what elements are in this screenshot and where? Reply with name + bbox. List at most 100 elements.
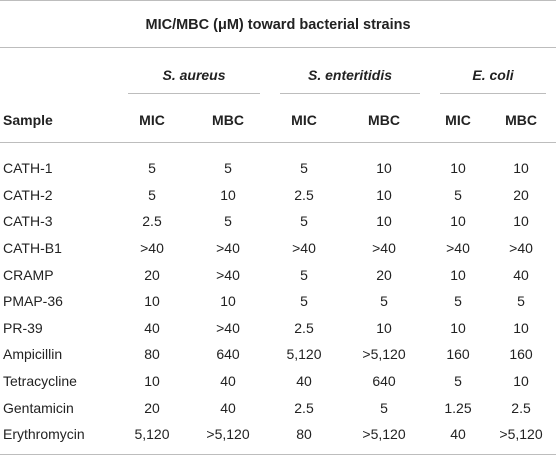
mic-value-cell: 80 xyxy=(270,420,338,455)
mbc-value-cell: 5 xyxy=(224,160,232,177)
mbc-value-cell: 5 xyxy=(380,293,388,310)
mbc-value-cell: 40 xyxy=(220,373,236,390)
mic-value-cell: 160 xyxy=(446,346,470,363)
mbc-value-cell: 10 xyxy=(513,160,529,177)
mic-value-cell: 5,120 xyxy=(286,346,322,363)
sample-cell: CATH-3 xyxy=(3,213,53,230)
group-header-e-coli: E. coli xyxy=(430,48,556,103)
group-label: S. aureus xyxy=(128,61,260,94)
table-row: CATH-B1 >40 >40 >40 >40 >40 >40 xyxy=(0,235,556,262)
mic-value-cell: 5 xyxy=(454,373,462,390)
mic-value-cell: 40 xyxy=(144,319,160,336)
mic-value-cell: 5 xyxy=(300,266,308,283)
table-row: CATH-3 2.5 5 5 10 10 10 xyxy=(0,208,556,235)
mbc-value-cell: >5,120 xyxy=(338,420,430,455)
mic-value-cell: 5 xyxy=(300,213,308,230)
mic-value-cell: 2.5 xyxy=(294,319,314,336)
mic-value-cell: 10 xyxy=(450,213,466,230)
mic-value-cell: 40 xyxy=(430,420,486,455)
mbc-value-cell: 2.5 xyxy=(511,399,531,416)
table-title: MIC/MBC (μM) toward bacterial strains xyxy=(0,0,556,48)
mic-value-cell: 2.5 xyxy=(294,186,314,203)
mbc-value-cell: 10 xyxy=(376,160,392,177)
column-header-row: Sample MIC MBC MIC MBC MIC MBC xyxy=(0,102,556,143)
mbc-value-cell: 10 xyxy=(220,293,236,310)
table-row: PR-39 40 >40 2.5 10 10 10 xyxy=(0,315,556,342)
mbc-value-cell: 640 xyxy=(372,373,396,390)
table-row: CATH-1 5 5 5 10 10 10 xyxy=(0,143,556,182)
mbc-value-cell: 5 xyxy=(380,399,388,416)
sample-cell: CATH-1 xyxy=(3,160,53,177)
mbc-value-cell: 40 xyxy=(220,399,236,416)
table-row: Tetracycline 10 40 40 640 5 10 xyxy=(0,368,556,395)
mbc-value-cell: 5 xyxy=(224,213,232,230)
mic-value-cell: 5 xyxy=(454,186,462,203)
mbc-value-cell: 5 xyxy=(517,293,525,310)
table-row: CRAMP 20 >40 5 20 10 40 xyxy=(0,261,556,288)
group-header-s-enteritidis: S. enteritidis xyxy=(270,48,430,103)
column-header-sample: Sample xyxy=(0,102,118,143)
mic-value-cell: 5 xyxy=(148,160,156,177)
table-row: Ampicillin 80 640 5,120 >5,120 160 160 xyxy=(0,341,556,368)
group-label: E. coli xyxy=(440,61,547,94)
sample-cell: Ampicillin xyxy=(3,346,63,363)
table-row: Gentamicin 20 40 2.5 5 1.25 2.5 xyxy=(0,394,556,421)
mic-value-cell: 2.5 xyxy=(294,399,314,416)
sample-cell: Gentamicin xyxy=(3,399,74,416)
mbc-value-cell: 10 xyxy=(376,213,392,230)
sample-cell: Tetracycline xyxy=(3,373,77,390)
group-spacer xyxy=(0,48,118,103)
mbc-value-cell: >5,120 xyxy=(186,420,270,455)
mbc-value-cell: 20 xyxy=(513,186,529,203)
title-row: MIC/MBC (μM) toward bacterial strains xyxy=(0,0,556,48)
column-header-mbc: MBC xyxy=(186,102,270,143)
sample-cell: CATH-2 xyxy=(3,186,53,203)
group-header-row: S. aureus S. enteritidis E. coli xyxy=(0,48,556,103)
mbc-value-cell: >40 xyxy=(216,319,240,336)
mic-value-cell: 10 xyxy=(450,319,466,336)
mbc-value-cell: >40 xyxy=(216,240,240,257)
column-header-mbc: MBC xyxy=(486,102,556,143)
column-header-mic: MIC xyxy=(118,102,186,143)
mbc-value-cell: 20 xyxy=(376,266,392,283)
mic-value-cell: 20 xyxy=(144,266,160,283)
sample-cell: CATH-B1 xyxy=(3,240,62,257)
mic-value-cell: 5 xyxy=(148,186,156,203)
sample-cell: CRAMP xyxy=(3,266,54,283)
mic-value-cell: 5 xyxy=(454,293,462,310)
mbc-value-cell: 10 xyxy=(376,186,392,203)
mbc-value-cell: 160 xyxy=(509,346,533,363)
mbc-value-cell: >40 xyxy=(372,240,396,257)
table-row: PMAP-36 10 10 5 5 5 5 xyxy=(0,288,556,315)
mbc-value-cell: 10 xyxy=(220,186,236,203)
table-row: Erythromycin 5,120 >5,120 80 >5,120 40 >5,120 xyxy=(0,420,556,455)
group-label: S. enteritidis xyxy=(280,61,420,94)
mic-value-cell: 2.5 xyxy=(142,213,162,230)
mbc-value-cell: 40 xyxy=(513,266,529,283)
mbc-value-cell: 10 xyxy=(513,319,529,336)
mic-value-cell: 20 xyxy=(144,399,160,416)
sample-cell: PMAP-36 xyxy=(3,293,63,310)
mic-value-cell: 10 xyxy=(144,293,160,310)
mbc-value-cell: 10 xyxy=(513,373,529,390)
mic-value-cell: 40 xyxy=(296,373,312,390)
mbc-value-cell: >5,120 xyxy=(362,346,406,363)
column-header-mic: MIC xyxy=(270,102,338,143)
mic-value-cell: 5,120 xyxy=(118,420,186,455)
mbc-value-cell: 640 xyxy=(216,346,240,363)
mic-value-cell: 10 xyxy=(144,373,160,390)
table-row: CATH-2 5 10 2.5 10 5 20 xyxy=(0,182,556,209)
mic-value-cell: 10 xyxy=(450,160,466,177)
mic-value-cell: 10 xyxy=(450,266,466,283)
mbc-value-cell: >40 xyxy=(509,240,533,257)
column-header-mbc: MBC xyxy=(338,102,430,143)
sample-cell: PR-39 xyxy=(3,319,43,336)
sample-cell: Erythromycin xyxy=(0,420,118,455)
table-body: CATH-1 5 5 5 10 10 10 CATH-2 5 10 2.5 10 5 20 CATH-3 2.… xyxy=(0,143,556,455)
mic-value-cell: 5 xyxy=(300,160,308,177)
mic-value-cell: >40 xyxy=(292,240,316,257)
mbc-value-cell: >40 xyxy=(216,266,240,283)
mbc-value-cell: >5,120 xyxy=(486,420,556,455)
